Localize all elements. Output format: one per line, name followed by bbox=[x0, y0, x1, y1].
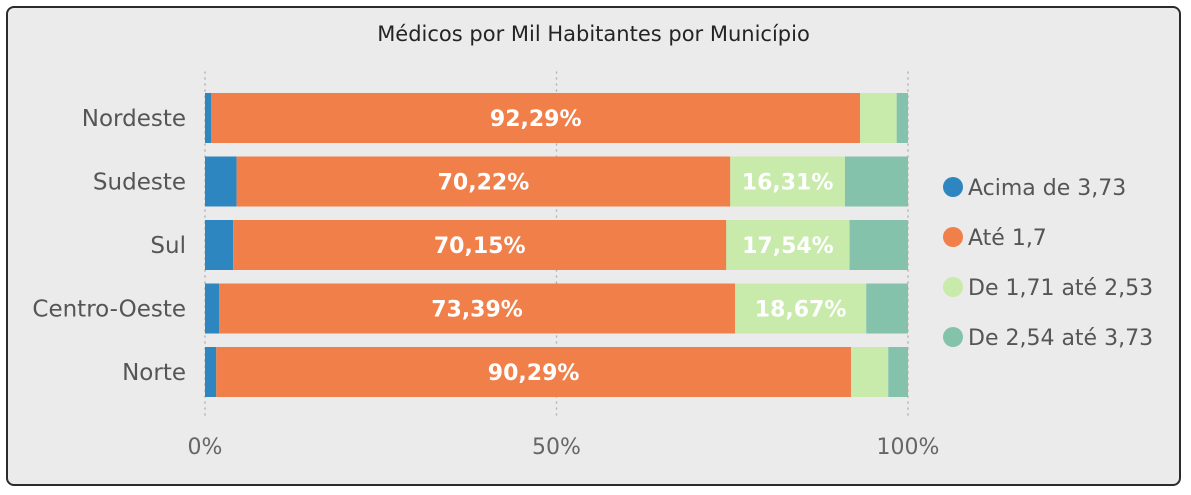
bar-segment bbox=[205, 347, 217, 397]
data-label: 92,29% bbox=[490, 107, 582, 132]
bar-segment bbox=[205, 220, 234, 270]
bar-segment bbox=[844, 156, 908, 207]
bar-segment bbox=[233, 220, 727, 270]
bar-segment bbox=[211, 93, 861, 143]
bar-segment bbox=[726, 220, 850, 270]
legend-label: De 2,54 até 3,73 bbox=[968, 326, 1153, 351]
y-tick-label: Centro-Oeste bbox=[32, 297, 186, 323]
bar-segment bbox=[216, 347, 851, 397]
y-tick-label: Norte bbox=[122, 360, 186, 386]
bar-segment bbox=[850, 347, 889, 397]
y-tick-label: Sudeste bbox=[93, 170, 186, 196]
bar-segment bbox=[730, 156, 845, 207]
legend-marker bbox=[943, 177, 963, 197]
legend-label: Até 1,7 bbox=[968, 226, 1047, 251]
y-tick-label: Sul bbox=[150, 233, 186, 259]
x-tick-label: 100% bbox=[877, 435, 940, 460]
bar-segment bbox=[205, 156, 237, 207]
bar-segment bbox=[888, 347, 908, 397]
data-label: 70,22% bbox=[438, 171, 530, 196]
bar-segment bbox=[236, 156, 731, 207]
data-label: 18,67% bbox=[755, 298, 847, 323]
bar-segment bbox=[860, 93, 897, 143]
legend-label: Acima de 3,73 bbox=[968, 176, 1126, 201]
top-edge-tab bbox=[945, 0, 1055, 4]
legend-label: De 1,71 até 2,53 bbox=[968, 276, 1153, 301]
bar-segment bbox=[866, 283, 908, 334]
legend-marker bbox=[943, 227, 963, 247]
legend-marker bbox=[943, 277, 963, 297]
bar-segment bbox=[849, 220, 908, 270]
bar-segment bbox=[896, 93, 908, 143]
bar-segment bbox=[734, 283, 867, 334]
y-tick-label: Nordeste bbox=[82, 106, 186, 132]
data-label: 73,39% bbox=[431, 298, 523, 323]
chart-title: Médicos por Mil Habitantes por Município bbox=[377, 22, 810, 46]
top-edge-tab bbox=[1070, 0, 1191, 4]
data-label: 17,54% bbox=[742, 234, 834, 259]
legend-marker bbox=[943, 327, 963, 347]
x-tick-label: 50% bbox=[532, 435, 581, 460]
bar-segment bbox=[205, 283, 220, 334]
bar-segment bbox=[219, 283, 735, 334]
bar-segment bbox=[205, 93, 212, 143]
data-label: 90,29% bbox=[488, 361, 580, 386]
data-label: 16,31% bbox=[742, 171, 834, 196]
data-label: 70,15% bbox=[434, 234, 526, 259]
x-tick-label: 0% bbox=[188, 435, 223, 460]
